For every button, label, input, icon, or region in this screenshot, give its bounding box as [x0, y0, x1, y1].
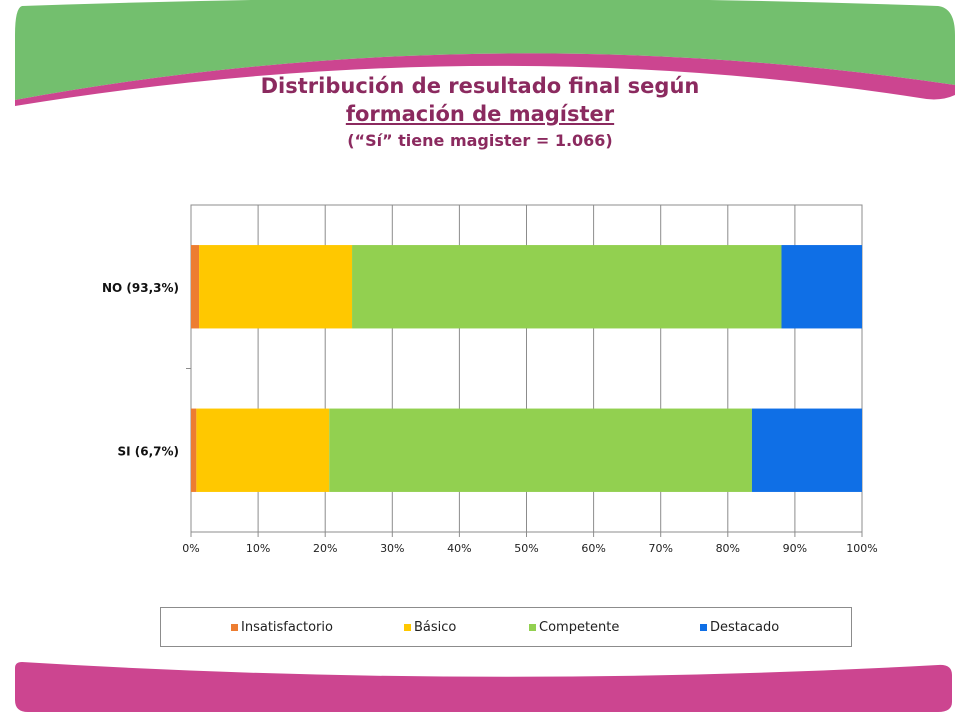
x-tick-label: 80% [716, 542, 740, 555]
x-tick-label: 100% [846, 542, 877, 555]
x-tick-label: 50% [514, 542, 538, 555]
bottom-decorative-banner [15, 662, 952, 712]
chart-title: Distribución de resultado final según fo… [0, 72, 960, 152]
x-tick-label: 60% [581, 542, 605, 555]
bar-segment [191, 408, 197, 492]
legend-label: Básico [414, 620, 457, 635]
x-tick-label: 0% [182, 542, 199, 555]
legend-label: Insatisfactorio [241, 620, 333, 635]
x-tick-label: 70% [648, 542, 672, 555]
legend-swatch [404, 624, 411, 631]
legend-label: Destacado [710, 620, 780, 635]
x-tick-label: 90% [783, 542, 807, 555]
title-subtitle: (“Sí” tiene magister = 1.066) [347, 131, 613, 150]
legend-item: Básico [404, 620, 456, 635]
y-category-label: NO (93,3%) [102, 281, 179, 295]
bar-segment [199, 245, 353, 329]
legend-item: Insatisfactorio [231, 620, 333, 635]
x-tick-label: 20% [313, 542, 337, 555]
legend-item: Competente [529, 620, 619, 635]
x-tick-label: 10% [246, 542, 270, 555]
legend-item: Destacado [700, 620, 779, 635]
title-line-2: formación de magíster [345, 102, 615, 126]
title-line-1: Distribución de resultado final según [260, 74, 700, 98]
x-tick-label: 40% [447, 542, 471, 555]
legend-swatch [231, 624, 238, 631]
bar-segment [191, 245, 200, 329]
chart-legend: Insatisfactorio Básico Competente Destacado [160, 607, 852, 647]
bar-segment [196, 408, 330, 492]
x-tick-label: 30% [380, 542, 404, 555]
y-category-label: SI (6,7%) [117, 444, 179, 458]
bar-segment [352, 245, 782, 329]
legend-swatch [529, 624, 536, 631]
bar-segment [781, 245, 862, 329]
bar-segment [329, 408, 752, 492]
top-decorative-banner [15, 0, 955, 106]
bar-segment [751, 408, 862, 492]
legend-swatch [700, 624, 707, 631]
legend-label: Competente [539, 620, 620, 635]
